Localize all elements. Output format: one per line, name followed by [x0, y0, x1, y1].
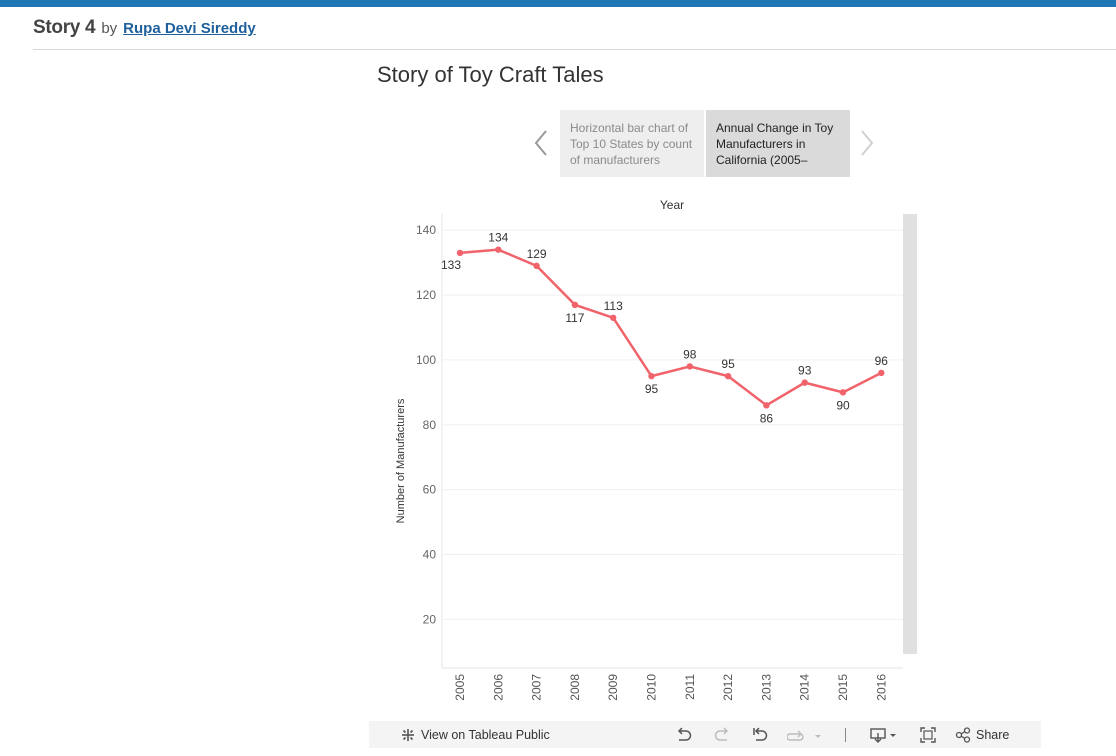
chevron-right-icon — [861, 130, 874, 156]
x-tick-label: 2014 — [798, 674, 812, 701]
view-on-tableau-label: View on Tableau Public — [421, 727, 550, 742]
undo-icon — [677, 726, 692, 741]
redo-button[interactable] — [713, 721, 731, 748]
x-tick-label: 2012 — [721, 674, 735, 701]
share-label: Share — [976, 727, 1010, 742]
story-point-2-label: Annual Change in Toy Manufacturers in Ca… — [716, 121, 834, 167]
story-point-2[interactable]: Annual Change in Toy Manufacturers in Ca… — [706, 110, 850, 177]
share-icon — [955, 726, 971, 743]
story-name: Story 4 — [33, 17, 96, 38]
header-divider — [33, 49, 1116, 50]
top-accent-bar — [0, 0, 1116, 7]
author-link[interactable]: Rupa Devi Sireddy — [123, 20, 256, 37]
previous-point-button[interactable] — [532, 128, 552, 158]
data-point — [724, 372, 732, 380]
data-point — [686, 363, 693, 370]
x-tick-label: 2013 — [759, 674, 773, 701]
undo-button[interactable] — [675, 721, 693, 748]
view-on-tableau-button[interactable]: View on Tableau Public — [400, 721, 550, 748]
x-tick-label: 2016 — [874, 674, 888, 701]
refresh-icon — [787, 730, 821, 741]
data-label: 98 — [683, 347, 697, 361]
chart-header-label: Year — [660, 198, 684, 212]
y-tick-label: 60 — [423, 483, 437, 497]
data-label: 90 — [836, 398, 850, 412]
vertical-scrollbar — [903, 214, 917, 654]
x-tick-label: 2006 — [491, 674, 505, 701]
download-icon — [870, 727, 896, 743]
data-label: 86 — [760, 411, 774, 425]
toolbar: View on Tableau Public — [369, 721, 1041, 748]
x-tick-label: 2005 — [453, 674, 467, 701]
data-label: 117 — [565, 311, 584, 325]
data-point — [839, 389, 847, 396]
x-tick-label: 2008 — [568, 674, 582, 701]
fullscreen-icon — [920, 726, 936, 743]
x-tick-label: 2011 — [683, 674, 697, 700]
y-tick-label: 120 — [416, 288, 436, 302]
data-point — [610, 314, 617, 321]
chevron-left-icon — [534, 130, 547, 156]
story-point-1-label: Horizontal bar chart of Top 10 States by… — [570, 121, 693, 167]
revert-button[interactable] — [751, 721, 769, 748]
line-chart: Year 20 40 60 80 100 120 140 Number of Manufactu… — [395, 198, 917, 701]
story-title: Story of Toy Craft Tales — [377, 62, 604, 87]
data-label: 113 — [604, 299, 623, 313]
data-label: 95 — [721, 357, 735, 371]
data-point — [648, 372, 655, 380]
y-tick-label: 140 — [416, 223, 436, 237]
y-tick-label: 40 — [423, 548, 437, 562]
next-point-button[interactable] — [858, 128, 878, 158]
y-tick-label: 20 — [423, 612, 437, 626]
data-label: 93 — [798, 364, 812, 378]
data-label: 96 — [875, 354, 889, 368]
y-axis-title: Number of Manufacturers — [395, 398, 407, 523]
data-point — [571, 301, 579, 308]
story-point-1[interactable]: Horizontal bar chart of Top 10 States by… — [560, 110, 704, 177]
tableau-logo-icon — [402, 728, 414, 741]
data-point — [763, 402, 770, 409]
revert-icon — [753, 726, 768, 741]
y-tick-label: 80 — [423, 418, 437, 432]
data-point — [801, 379, 808, 386]
x-tick-label: 2015 — [836, 674, 850, 701]
story-header: Story 4 by Rupa Devi Sireddy — [33, 17, 256, 39]
data-point — [456, 249, 464, 257]
series-line — [459, 248, 882, 407]
data-point — [878, 369, 885, 377]
data-label: 95 — [645, 382, 659, 396]
data-label: 129 — [527, 247, 547, 261]
x-tick-label: 2007 — [530, 674, 544, 701]
toolbar-separator — [845, 728, 846, 742]
x-tick-label: 2010 — [645, 674, 659, 701]
download-button[interactable] — [869, 721, 899, 748]
by-label: by — [101, 20, 118, 37]
data-label: 133 — [441, 258, 461, 272]
data-label: 134 — [488, 231, 508, 245]
share-button[interactable]: Share — [955, 721, 1009, 748]
data-point — [495, 246, 502, 253]
refresh-button[interactable] — [787, 721, 823, 748]
y-tick-label: 100 — [416, 353, 436, 367]
x-tick-label: 2009 — [606, 674, 620, 701]
redo-icon — [714, 726, 729, 741]
fullscreen-button[interactable] — [919, 721, 937, 748]
data-point — [533, 262, 540, 270]
